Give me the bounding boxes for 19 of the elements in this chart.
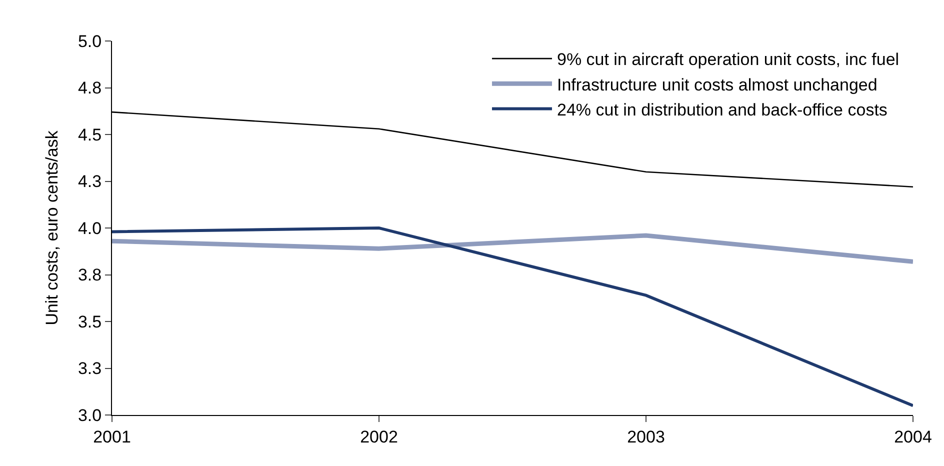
y-tick-label: 4.3 <box>78 172 102 192</box>
y-tick-label: 3.8 <box>78 266 102 285</box>
legend-label: Infrastructure unit costs almost unchanged <box>556 75 878 94</box>
y-tick-label: 3.3 <box>78 359 102 378</box>
y-tick-label: 3.0 <box>78 406 102 425</box>
y-tick-label: 4.5 <box>78 125 102 144</box>
x-tick-label: 2001 <box>93 427 131 446</box>
legend-label: 24% cut in distribution and back-office costs <box>556 100 888 120</box>
y-tick-label: 4.8 <box>78 78 102 98</box>
x-tick-label: 2002 <box>360 427 398 446</box>
line-series <box>112 226 913 408</box>
y-tick-label: 5.0 <box>78 32 102 51</box>
y-axis-title: Unit costs, euro cents/ask <box>42 130 62 326</box>
y-tick-label: 3.5 <box>78 312 102 332</box>
y-tick-label: 4.0 <box>78 218 102 238</box>
x-tick-label: 2004 <box>894 427 932 446</box>
line-series <box>112 233 913 264</box>
legend-label: 9% cut in aircraft operation unit costs, inc fuel <box>556 50 900 70</box>
x-tick-label: 2003 <box>627 427 665 446</box>
